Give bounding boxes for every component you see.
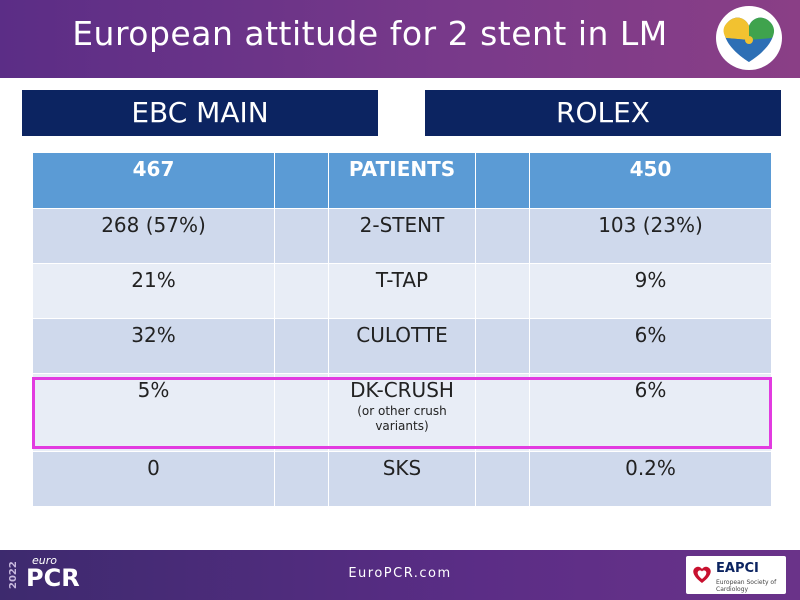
puzzle-heart-logo-icon — [716, 6, 782, 70]
table-header-row: 467 PATIENTS 450 — [32, 152, 772, 209]
table-row: 5% DK-CRUSH (or other crush variants) 6% — [32, 373, 772, 452]
title-bar: European attitude for 2 stent in LM — [0, 0, 800, 78]
table-row: 32% CULOTTE 6% — [32, 318, 772, 374]
spacer-cell — [274, 208, 329, 264]
ebc-value: 5% — [32, 373, 275, 452]
spacer-cell — [274, 263, 329, 319]
ebc-patient-count: 467 — [32, 152, 275, 209]
rolex-patient-count: 450 — [529, 152, 772, 209]
spacer-cell — [274, 451, 329, 507]
esc-heart-icon — [693, 566, 711, 583]
spacer-cell — [475, 373, 530, 452]
spacer-cell — [475, 263, 530, 319]
technique-label: SKS — [328, 451, 476, 507]
rolex-value: 0.2% — [529, 451, 772, 507]
brand-pcr: PCR — [26, 564, 80, 592]
spacer-cell — [475, 152, 530, 209]
spacer-cell — [274, 152, 329, 209]
ebc-main-label: EBC MAIN — [22, 90, 378, 136]
technique-label-cell: DK-CRUSH (or other crush variants) — [328, 373, 476, 452]
ebc-value: 0 — [32, 451, 275, 507]
comparison-table: 467 PATIENTS 450 268 (57%) 2-STENT 103 (… — [32, 152, 772, 507]
table-row: 0 SKS 0.2% — [32, 451, 772, 507]
rolex-value: 6% — [529, 373, 772, 452]
spacer-cell — [274, 318, 329, 374]
table-row: 21% T-TAP 9% — [32, 263, 772, 319]
rolex-value: 103 (23%) — [529, 208, 772, 264]
table-row: 268 (57%) 2-STENT 103 (23%) — [32, 208, 772, 264]
ebc-value: 21% — [32, 263, 275, 319]
technique-sublabel: (or other crush variants) — [357, 404, 447, 433]
spacer-cell — [475, 208, 530, 264]
brand-euro: euro — [32, 554, 57, 567]
eapci-society: European Society of Cardiology — [716, 579, 777, 593]
technique-label: T-TAP — [328, 263, 476, 319]
patients-header: PATIENTS — [328, 152, 476, 209]
spacer-cell — [475, 318, 530, 374]
spacer-cell — [274, 373, 329, 452]
spacer-cell — [475, 451, 530, 507]
eapci-logo: EAPCI European Society of Cardiology — [686, 556, 786, 594]
technique-label: DK-CRUSH — [350, 378, 454, 402]
technique-label: CULOTTE — [328, 318, 476, 374]
eapci-name: EAPCI — [716, 561, 759, 576]
slide-title: European attitude for 2 stent in LM — [72, 14, 668, 53]
footer-url: EuroPCR.com — [348, 566, 452, 581]
footer-bar: 2022 euro PCR EuroPCR.com EAPCI European… — [0, 550, 800, 600]
rolex-label: ROLEX — [425, 90, 781, 136]
rolex-value: 6% — [529, 318, 772, 374]
ebc-value: 32% — [32, 318, 275, 374]
technique-label: 2-STENT — [328, 208, 476, 264]
brand-year: 2022 — [8, 561, 19, 589]
europcr-logo: 2022 euro PCR — [6, 554, 96, 596]
rolex-value: 9% — [529, 263, 772, 319]
ebc-value: 268 (57%) — [32, 208, 275, 264]
